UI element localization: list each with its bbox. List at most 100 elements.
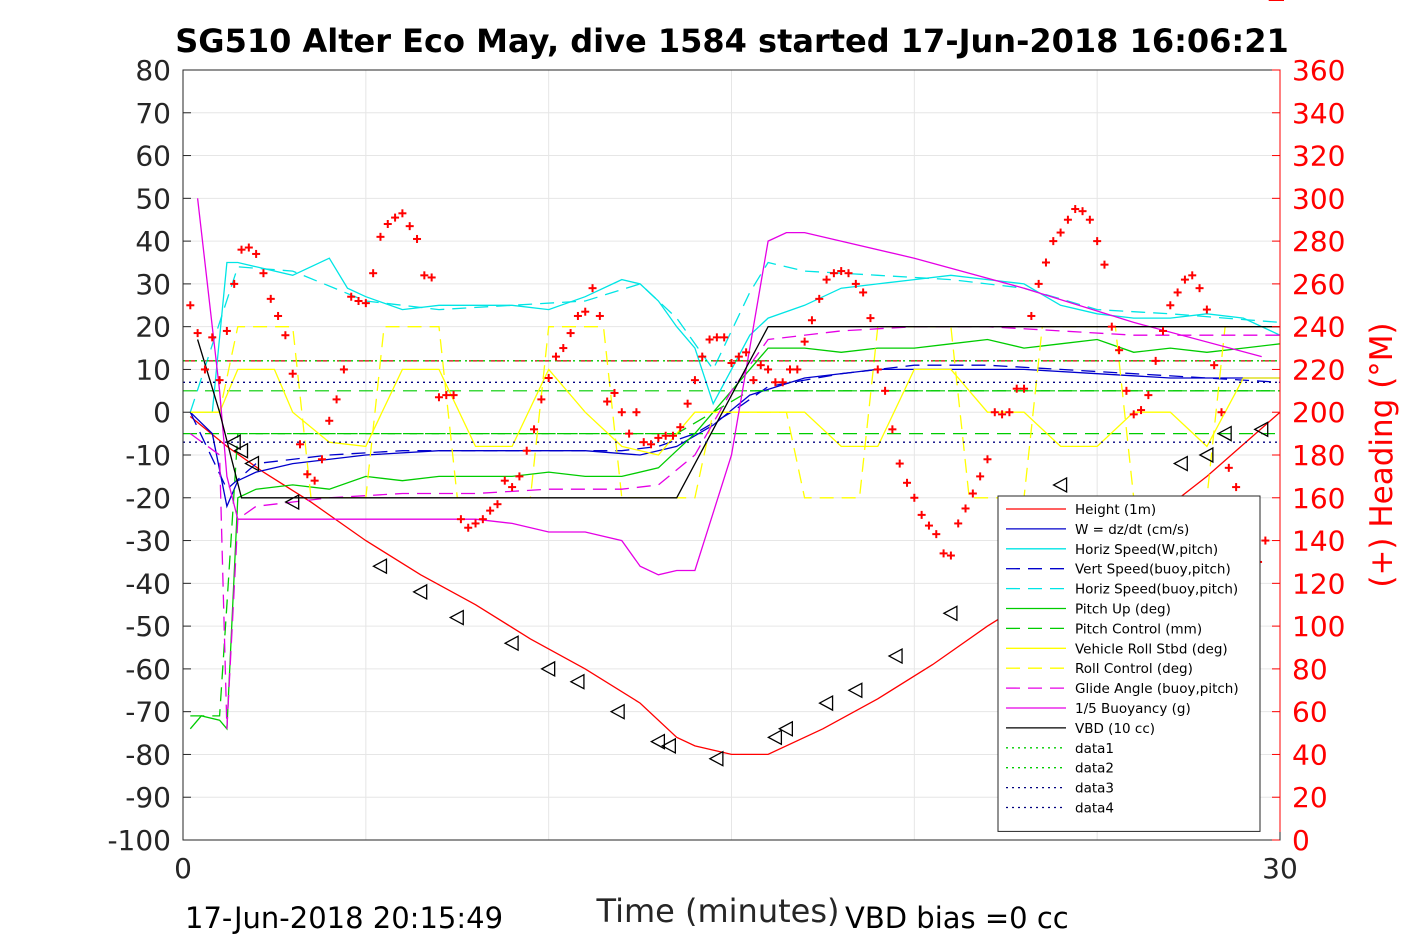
heading-point (654, 433, 663, 442)
legend: Height (1m) W = dz/dt (cm/s) Horiz Speed(W… (997, 495, 1261, 832)
depth-marker (448, 609, 464, 626)
depth-marker (609, 703, 625, 720)
x-axis: 0 30 (174, 832, 1298, 885)
heading-point (603, 397, 612, 406)
legend-label: Roll Control (deg) (1075, 661, 1193, 677)
depth-marker (1253, 421, 1269, 438)
heading-point (449, 391, 458, 400)
depth-marker (942, 605, 958, 622)
y-tick-label-left: -80 (125, 738, 171, 771)
heading-point (1151, 356, 1160, 365)
heading-point (1078, 207, 1087, 216)
footer-vbd-bias: VBD bias =0 cc (845, 901, 1069, 935)
heading-point (1232, 483, 1241, 492)
heading-point (895, 459, 904, 468)
heading-point (698, 352, 707, 361)
heading-point (1107, 322, 1116, 331)
y-tick-label-right: 140 (1292, 525, 1345, 558)
heading-point (413, 234, 422, 243)
y-tick-label-left: 30 (135, 268, 171, 301)
heading-point (551, 352, 560, 361)
heading-point (230, 279, 239, 288)
heading-point (866, 314, 875, 323)
legend-label: Pitch Control (mm) (1075, 621, 1202, 637)
heading-point (837, 267, 846, 276)
heading-point (705, 335, 714, 344)
heading-point (924, 521, 933, 530)
series-line-1 (189, 368, 1280, 509)
heading-point (676, 423, 685, 432)
depth-marker (887, 647, 903, 665)
series-line-3 (189, 364, 1281, 491)
depth-marker (372, 558, 388, 575)
legend-label: W = dz/dt (cm/s) (1075, 522, 1189, 538)
y-axis-right: 3603403203002802602402202001801601401201… (1272, 54, 1345, 857)
heading-point (559, 344, 568, 353)
heading-point (661, 431, 670, 440)
heading-point (851, 279, 860, 288)
footer-timestamp: 17-Jun-2018 20:15:49 (185, 901, 503, 935)
x-tick-label: 30 (1262, 852, 1298, 885)
heading-point (976, 472, 985, 481)
heading-point (281, 331, 290, 340)
y-tick-label-left: 60 (135, 140, 171, 173)
heading-point (508, 483, 517, 492)
heading-point (1071, 205, 1080, 214)
legend-label: Horiz Speed(W,pitch) (1075, 542, 1218, 558)
heading-point (1129, 410, 1138, 419)
heading-point (186, 301, 195, 310)
y-tick-label-right: 0 (1292, 824, 1310, 857)
legend-label: Vert Speed(buoy,pitch) (1075, 562, 1231, 578)
depth-marker (569, 673, 585, 690)
y-tick-label-left: 70 (135, 97, 171, 130)
y-tick-label-left: -70 (125, 696, 171, 729)
heading-point (478, 515, 487, 524)
heading-point (1144, 391, 1153, 400)
heading-point (573, 311, 582, 320)
heading-point (647, 440, 656, 449)
heading-point (544, 374, 553, 382)
y-tick-label-left: -40 (125, 567, 171, 600)
heading-point (530, 425, 539, 434)
heading-point (903, 478, 912, 487)
y-tick-label-left: 40 (135, 225, 171, 258)
y-tick-label-right: 320 (1292, 140, 1345, 173)
heading-point (1158, 326, 1167, 335)
x-tick-label: 0 (174, 852, 192, 885)
heading-point (939, 549, 948, 558)
heading-point (983, 455, 992, 464)
heading-point (1195, 284, 1204, 293)
heading-point (464, 523, 473, 532)
heading-point (595, 311, 604, 320)
depth-marker (847, 682, 863, 699)
heading-point (515, 472, 524, 481)
heading-point (361, 299, 370, 308)
heading-point (888, 425, 897, 434)
heading-point (486, 506, 495, 515)
series-line-6 (190, 390, 1280, 717)
heading-point (1005, 408, 1014, 417)
depth-marker (540, 660, 556, 677)
y-tick-label-left: -100 (107, 824, 171, 857)
heading-point (493, 500, 502, 509)
legend-label: data3 (1075, 781, 1114, 797)
heading-point (625, 429, 634, 438)
heading-point (1049, 237, 1058, 246)
depth-marker (1216, 425, 1232, 442)
heading-point (434, 393, 443, 402)
depth-marker (1052, 476, 1068, 494)
depth-marker (818, 695, 834, 712)
heading-point (581, 307, 590, 316)
heading-point (522, 446, 531, 455)
y-axis-left: 80 70 60 50 40 30 20 10 0 -10 -20 -30 -40 -50 -60 -70 -8… (107, 54, 191, 857)
heading-point (347, 292, 356, 301)
series-line-5 (189, 338, 1281, 731)
depth-marker (503, 635, 519, 652)
heading-point (786, 365, 795, 374)
x-axis-label: Time (minutes) (596, 892, 840, 930)
heading-point (1020, 384, 1029, 393)
heading-point (398, 209, 407, 218)
y-tick-label-left: -20 (125, 482, 171, 515)
legend-label: data1 (1075, 741, 1114, 757)
heading-point (668, 431, 677, 440)
